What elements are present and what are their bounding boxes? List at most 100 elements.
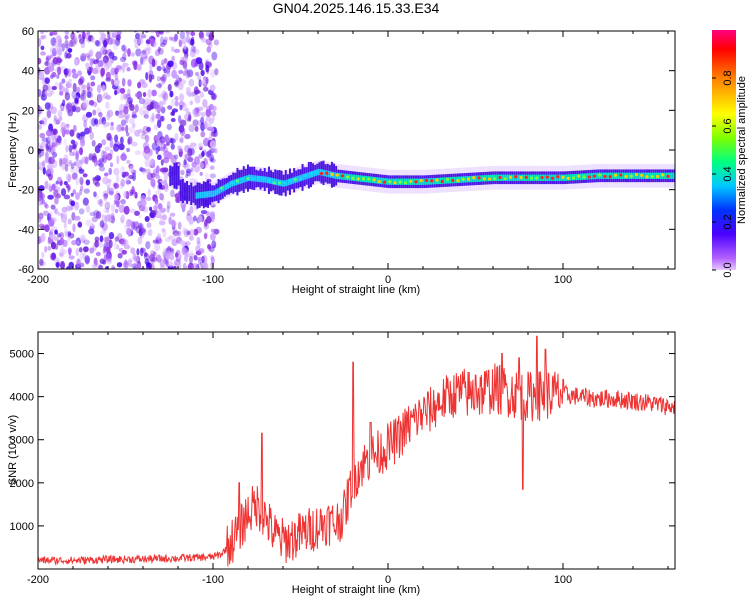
heatmap-cell xyxy=(157,203,163,210)
heatmap-cell xyxy=(59,116,63,121)
heatmap-cell xyxy=(432,178,435,185)
heatmap-cell xyxy=(136,37,144,45)
heatmap-cell xyxy=(66,68,72,77)
heatmap-cell xyxy=(42,210,49,216)
heatmap-cell xyxy=(89,247,95,254)
heatmap-cell xyxy=(94,39,100,47)
heatmap-cell xyxy=(209,165,215,170)
heatmap-cell xyxy=(77,221,83,228)
heatmap-cell xyxy=(96,84,102,94)
heatmap-cell xyxy=(75,164,80,173)
heatmap-cell xyxy=(141,130,146,136)
heatmap-cell xyxy=(454,173,457,187)
heatmap-cell xyxy=(169,165,172,186)
heatmap-hotspot xyxy=(493,177,497,181)
heatmap-cell xyxy=(136,64,142,71)
snr-y-tick-label: 5000 xyxy=(10,349,34,361)
heatmap-cell xyxy=(70,31,75,40)
heatmap-cell xyxy=(102,120,107,129)
heatmap-cell xyxy=(63,194,71,200)
heatmap-cell xyxy=(112,31,117,36)
heatmap-cell xyxy=(93,191,97,198)
heatmap-cell xyxy=(123,48,129,54)
heatmap-cell xyxy=(185,86,191,92)
heatmap-cell xyxy=(180,169,185,176)
heatmap-cell xyxy=(179,93,185,102)
heatmap-cell xyxy=(176,145,181,150)
heatmap-cell xyxy=(658,169,661,183)
heatmap-cell xyxy=(43,116,49,121)
spectrogram-x-tick-label: 0 xyxy=(385,274,391,286)
heatmap-cell xyxy=(104,201,111,210)
heatmap-cell xyxy=(160,62,166,67)
heatmap-cell xyxy=(194,185,197,206)
figure-title: GN04.2025.146.15.33.E34 xyxy=(273,0,440,16)
heatmap-cell xyxy=(502,174,505,181)
heatmap-hotspot xyxy=(409,179,413,183)
heatmap-cell xyxy=(600,172,603,179)
heatmap-cell xyxy=(70,192,74,197)
heatmap-cell xyxy=(60,243,64,252)
heatmap-cell xyxy=(296,176,299,183)
heatmap-cell xyxy=(565,174,568,181)
heatmap-cell xyxy=(66,161,73,167)
heatmap-cell xyxy=(121,65,126,74)
heatmap-cell xyxy=(104,146,111,151)
heatmap-cell xyxy=(106,207,110,214)
heatmap-cell xyxy=(91,139,96,147)
heatmap-cell xyxy=(313,170,316,177)
heatmap-hotspot xyxy=(241,177,245,181)
heatmap-cell xyxy=(48,211,53,218)
heatmap-cell xyxy=(79,31,85,34)
snr-x-tick-label: -100 xyxy=(202,574,224,586)
heatmap-cell xyxy=(216,188,219,195)
heatmap-cell xyxy=(59,237,65,245)
heatmap-cell xyxy=(166,151,173,160)
heatmap-cell xyxy=(196,182,199,209)
heatmap-cell xyxy=(136,267,143,269)
heatmap-cell xyxy=(401,178,404,185)
heatmap-hotspot xyxy=(367,177,371,181)
heatmap-cell xyxy=(52,151,58,158)
heatmap-cell xyxy=(511,171,514,185)
heatmap-cell xyxy=(125,124,129,134)
snr-frame xyxy=(37,331,676,570)
heatmap-cell xyxy=(193,142,197,151)
heatmap-cell xyxy=(323,169,326,177)
heatmap-cell xyxy=(65,43,71,49)
heatmap-cell xyxy=(65,80,71,89)
heatmap-cell xyxy=(195,48,200,55)
heatmap-cell xyxy=(150,172,156,179)
heatmap-cell xyxy=(67,109,74,117)
heatmap-cell xyxy=(165,31,171,34)
heatmap-cell xyxy=(48,156,55,165)
heatmap-hotspot xyxy=(540,175,544,180)
heatmap-cell xyxy=(178,124,185,133)
heatmap-cell xyxy=(210,110,217,117)
heatmap-cell xyxy=(249,166,252,189)
heatmap-cell xyxy=(88,228,95,235)
heatmap-cell xyxy=(173,48,181,54)
heatmap-cell xyxy=(194,107,200,114)
heatmap-cell xyxy=(177,261,182,269)
heatmap-cell xyxy=(128,126,135,134)
heatmap-cell xyxy=(218,187,221,194)
heatmap-cell xyxy=(101,139,107,146)
heatmap-cell xyxy=(162,98,167,105)
heatmap-cell xyxy=(197,106,204,111)
heatmap-cell xyxy=(506,174,509,181)
heatmap-cell xyxy=(601,169,604,183)
heatmap-cell xyxy=(144,216,150,223)
heatmap-cell xyxy=(109,162,114,168)
heatmap-cell xyxy=(182,163,189,169)
heatmap-cell xyxy=(449,177,452,184)
heatmap-hotspot xyxy=(435,178,439,182)
heatmap-cell xyxy=(67,218,72,225)
heatmap-cell xyxy=(369,176,372,183)
heatmap-cell xyxy=(91,216,98,223)
heatmap-cell xyxy=(307,161,310,189)
heatmap-cell xyxy=(170,189,175,198)
heatmap-cell xyxy=(103,254,107,263)
heatmap-hotspot xyxy=(388,180,392,184)
heatmap-cell xyxy=(38,236,41,245)
